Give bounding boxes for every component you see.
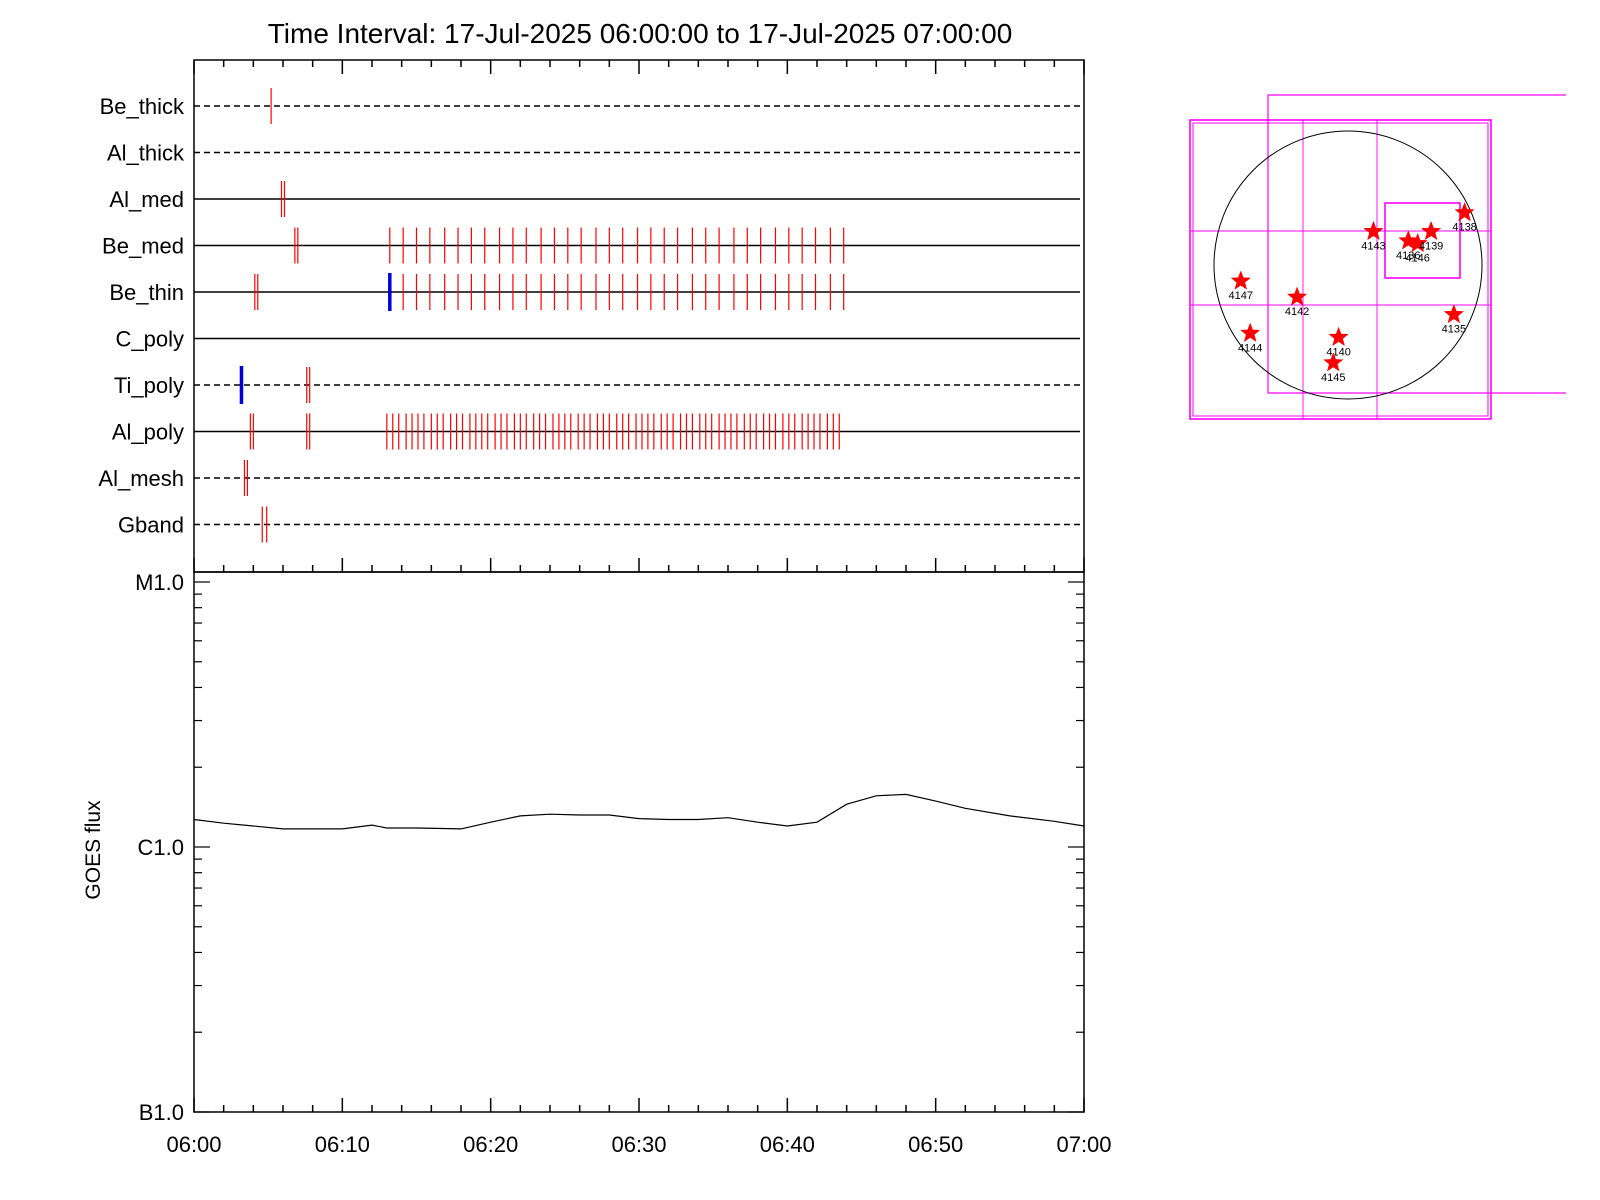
active-region-label: 4135 [1442, 324, 1466, 336]
fov-box [1384, 202, 1461, 279]
timeline-frame [193, 59, 1085, 573]
active-region-label: 4145 [1321, 372, 1345, 384]
y-tick-label: B1.0 [139, 1100, 184, 1125]
x-tick-label: 07:00 [1056, 1132, 1111, 1157]
row-label-al_thick: Al_thick [107, 141, 185, 166]
active-region-label: 4136 [1396, 250, 1420, 262]
active-region-star [1328, 326, 1349, 347]
active-region-label: 4147 [1229, 290, 1253, 302]
fov-box [1189, 119, 1492, 420]
active-region-star [1286, 286, 1308, 306]
active-region-star [1240, 322, 1261, 342]
active-region-star [1407, 232, 1428, 253]
row-label-ti_poly: Ti_poly [114, 373, 184, 398]
goes-frame [193, 571, 1085, 1113]
active-region-label: 4146 [1405, 253, 1429, 265]
x-tick-label: 06:00 [166, 1132, 221, 1157]
x-tick-label: 06:50 [908, 1132, 963, 1157]
goes-flux-line [193, 793, 1085, 830]
x-tick-label: 06:20 [463, 1132, 518, 1157]
row-label-al_poly: Al_poly [112, 420, 184, 445]
active-region-star [1443, 303, 1465, 324]
active-region-star [1363, 220, 1384, 241]
goes-panel: 06:00 06:10 06:20 06:30 06:40 06:50 07:00 B1.0 C… [135, 558, 1112, 1157]
row-label-al_mesh: Al_mesh [98, 466, 184, 491]
solar-disk-limb [1213, 130, 1483, 400]
row-label-al_med: Al_med [109, 187, 184, 212]
x-tick-label: 06:40 [760, 1132, 815, 1157]
y-tick-label: M1.0 [135, 570, 184, 595]
active-region-star [1420, 220, 1442, 241]
active-region-label: 4140 [1326, 346, 1350, 358]
fov-box [1267, 94, 1566, 394]
active-region-label: 4138 [1452, 222, 1476, 234]
row-label-be_thick: Be_thick [100, 94, 185, 119]
active-region-label: 4139 [1419, 241, 1443, 253]
active-region-star [1230, 270, 1251, 290]
x-tick-label: 06:30 [611, 1132, 666, 1157]
active-region-label: 4143 [1361, 241, 1385, 253]
row-label-be_thin: Be_thin [109, 280, 184, 305]
row-label-gband: Gband [118, 513, 184, 538]
active-region-label: 4144 [1238, 342, 1262, 354]
timeline-panel: Be_thick Al_thick Al_med Be_med Be_thin C_pol… [98, 59, 1085, 573]
active-region-star [1398, 230, 1419, 250]
chart-title: Time Interval: 17-Jul-2025 06:00:00 to 1… [268, 18, 1013, 49]
fov-box [1192, 122, 1489, 417]
active-region-star [1323, 352, 1344, 372]
row-label-be_med: Be_med [102, 234, 184, 259]
active-region-label: 4142 [1285, 306, 1309, 318]
y-tick-label: C1.0 [138, 835, 184, 860]
row-label-c_poly: C_poly [116, 327, 184, 352]
active-region-star [1454, 201, 1475, 222]
goes-y-axis-label: GOES flux [82, 800, 105, 900]
x-tick-label: 06:10 [315, 1132, 370, 1157]
